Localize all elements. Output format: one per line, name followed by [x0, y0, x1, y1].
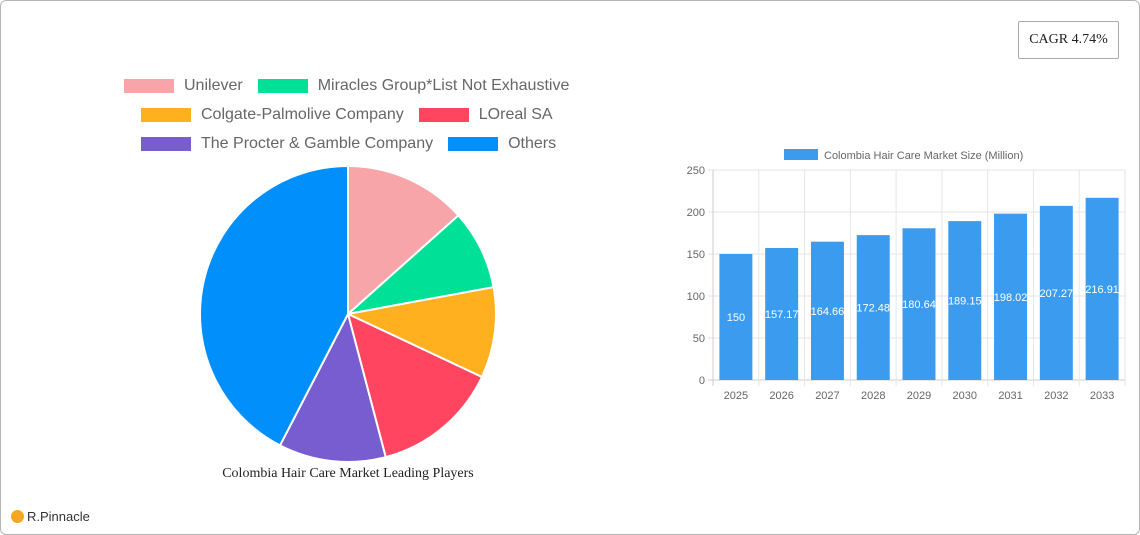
legend-label: Unilever — [184, 77, 243, 94]
pie-svg — [199, 164, 497, 463]
x-tick-label: 2025 — [724, 390, 748, 402]
bar-data-label: 157.17 — [765, 309, 799, 321]
legend-label: The Procter & Gamble Company — [201, 135, 434, 152]
pie-slice-colgate-palmolive-company[interactable] — [344, 286, 497, 379]
x-tick-label: 2027 — [815, 390, 839, 402]
bar-data-label: 172.48 — [856, 303, 890, 315]
bar-data-label: 150 — [727, 312, 745, 324]
bar-data-label: 189.15 — [948, 296, 982, 308]
legend-row-2: Colgate-Palmolive Company LOreal SA — [141, 106, 568, 124]
bar-legend[interactable]: Colombia Hair Care Market Size (Million) — [784, 149, 1023, 162]
y-tick-label: 150 — [687, 249, 705, 261]
legend-label: Miracles Group*List Not Exhaustive — [317, 77, 570, 94]
legend-swatch — [418, 108, 469, 122]
bar-svg: Colombia Hair Care Market Size (Million)… — [687, 149, 1126, 402]
bar-chart: Colombia Hair Care Market Size (Million)… — [670, 140, 1130, 410]
bar-data-label: 180.64 — [902, 299, 936, 311]
bar-data-label: 207.27 — [1040, 288, 1074, 300]
bar-2028[interactable] — [856, 235, 890, 380]
legend-item-procter-gamble[interactable]: The Procter & Gamble Company — [141, 135, 433, 153]
brand-logo: R.Pinnacle — [11, 509, 90, 524]
bar-legend-label: Colombia Hair Care Market Size (Million) — [824, 150, 1023, 162]
x-tick-label: 2028 — [861, 390, 885, 402]
legend-swatch — [257, 79, 308, 93]
legend-label: Others — [508, 135, 557, 152]
x-tick-label: 2031 — [998, 390, 1022, 402]
legend-row-3: The Procter & Gamble Company Others — [141, 135, 571, 153]
x-tick-label: 2026 — [769, 390, 793, 402]
pie-chart — [196, 162, 500, 466]
bar-2032[interactable] — [1039, 205, 1073, 380]
pie-slice-loreal-sa[interactable] — [346, 312, 484, 459]
cagr-label: CAGR 4.74% — [1029, 32, 1108, 47]
bar-2031[interactable] — [994, 213, 1028, 380]
pie-slice-others[interactable] — [199, 164, 349, 447]
bar-2033[interactable] — [1085, 197, 1119, 380]
x-tick-label: 2030 — [953, 390, 977, 402]
x-tick-label: 2033 — [1090, 390, 1114, 402]
y-tick-label: 100 — [687, 291, 705, 303]
legend-row-1: Unilever Miracles Group*List Not Exhaust… — [124, 77, 584, 95]
legend-label: Colgate-Palmolive Company — [201, 106, 404, 123]
legend-swatch — [124, 79, 174, 93]
pie-chart-title: Colombia Hair Care Market Leading Player… — [222, 466, 474, 481]
bar-2026[interactable] — [765, 247, 799, 380]
y-tick-label: 50 — [693, 333, 705, 345]
cagr-badge: CAGR 4.74% — [1018, 21, 1119, 59]
brand-name: R.Pinnacle — [27, 509, 90, 524]
y-tick-label: 200 — [687, 207, 705, 219]
bar-data-label: 164.66 — [811, 306, 845, 318]
brand-icon — [11, 510, 24, 523]
y-tick-label: 250 — [687, 165, 705, 177]
legend-swatch — [141, 137, 191, 151]
x-tick-label: 2032 — [1044, 390, 1068, 402]
legend-item-miracles-group[interactable]: Miracles Group*List Not Exhaustive — [257, 77, 570, 95]
bar-2030[interactable] — [948, 221, 982, 380]
bar-2027[interactable] — [810, 241, 844, 380]
legend-item-others[interactable]: Others — [448, 135, 556, 153]
legend-swatch — [141, 108, 191, 122]
bar-data-label: 198.02 — [994, 292, 1028, 304]
bar-2025[interactable] — [719, 254, 753, 380]
x-tick-label: 2029 — [907, 390, 931, 402]
legend-item-colgate[interactable]: Colgate-Palmolive Company — [141, 106, 404, 124]
legend-item-unilever[interactable]: Unilever — [124, 77, 243, 95]
bar-data-label: 216.91 — [1085, 284, 1119, 296]
pie-slice-unilever[interactable] — [347, 164, 460, 317]
legend-swatch — [448, 137, 499, 151]
pie-slice-the-procter-gamble-company[interactable] — [278, 311, 387, 463]
bar-2029[interactable] — [902, 228, 936, 380]
y-tick-label: 0 — [699, 375, 705, 387]
legend-label: LOreal SA — [478, 106, 553, 123]
legend-item-loreal[interactable]: LOreal SA — [418, 106, 553, 124]
legend-swatch — [784, 149, 818, 160]
